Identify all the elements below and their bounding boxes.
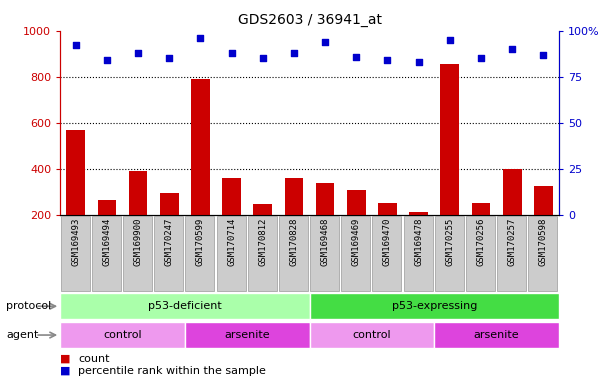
Text: GSM170256: GSM170256 <box>477 217 486 266</box>
Text: GSM170714: GSM170714 <box>227 217 236 266</box>
Text: GSM169469: GSM169469 <box>352 217 361 266</box>
Bar <box>248 216 277 291</box>
Bar <box>497 216 526 291</box>
Text: arsenite: arsenite <box>474 330 519 340</box>
Bar <box>528 216 557 291</box>
Text: agent: agent <box>6 330 38 340</box>
Bar <box>435 322 559 348</box>
Text: GSM169478: GSM169478 <box>414 217 423 266</box>
Text: count: count <box>78 354 109 364</box>
Text: GSM169493: GSM169493 <box>71 217 80 266</box>
Point <box>133 50 143 56</box>
Bar <box>404 216 433 291</box>
Bar <box>310 322 435 348</box>
Bar <box>154 216 183 291</box>
Text: GSM170598: GSM170598 <box>539 217 548 266</box>
Point <box>258 55 267 61</box>
Bar <box>472 203 490 215</box>
Bar <box>316 183 335 215</box>
Text: GSM169468: GSM169468 <box>320 217 329 266</box>
Bar <box>310 216 339 291</box>
Bar <box>341 216 370 291</box>
Point <box>227 50 236 56</box>
Bar <box>347 190 365 215</box>
Text: GSM170247: GSM170247 <box>165 217 174 266</box>
Bar <box>378 203 397 215</box>
Text: arsenite: arsenite <box>224 330 270 340</box>
Text: GSM170828: GSM170828 <box>290 217 299 266</box>
Bar <box>60 322 185 348</box>
Text: p53-expressing: p53-expressing <box>391 301 477 311</box>
Text: GSM170812: GSM170812 <box>258 217 267 266</box>
Bar <box>92 216 121 291</box>
Point <box>102 57 112 63</box>
Bar <box>186 216 215 291</box>
Point <box>538 51 548 58</box>
Text: GSM170599: GSM170599 <box>196 217 205 266</box>
Bar <box>435 216 464 291</box>
Text: GSM170257: GSM170257 <box>508 217 517 266</box>
Text: ■: ■ <box>60 366 70 376</box>
Bar <box>97 200 116 215</box>
Text: control: control <box>103 330 142 340</box>
Bar <box>279 216 308 291</box>
Bar <box>61 216 90 291</box>
Bar <box>373 216 401 291</box>
Bar <box>222 178 241 215</box>
Bar <box>310 293 559 319</box>
Bar <box>60 293 310 319</box>
Text: GSM169900: GSM169900 <box>133 217 142 266</box>
Text: percentile rank within the sample: percentile rank within the sample <box>78 366 266 376</box>
Bar <box>123 216 152 291</box>
Text: GSM170255: GSM170255 <box>445 217 454 266</box>
Point <box>414 59 424 65</box>
Bar <box>441 64 459 215</box>
Bar <box>503 169 522 215</box>
Point <box>71 42 81 48</box>
Bar <box>466 216 495 291</box>
Bar <box>191 79 210 215</box>
Text: p53-deficient: p53-deficient <box>148 301 222 311</box>
Point <box>195 35 205 41</box>
Text: GSM169470: GSM169470 <box>383 217 392 266</box>
Point <box>289 50 299 56</box>
Text: ■: ■ <box>60 354 70 364</box>
Title: GDS2603 / 36941_at: GDS2603 / 36941_at <box>237 13 382 27</box>
Bar <box>409 212 428 215</box>
Bar <box>160 193 178 215</box>
Text: control: control <box>353 330 391 340</box>
Bar <box>534 185 553 215</box>
Bar <box>254 204 272 215</box>
Bar <box>285 178 304 215</box>
Bar <box>216 216 246 291</box>
Text: GSM169494: GSM169494 <box>102 217 111 266</box>
Point <box>165 55 174 61</box>
Point <box>383 57 392 63</box>
Point <box>507 46 517 52</box>
Bar <box>129 171 147 215</box>
Point <box>445 37 454 43</box>
Bar <box>185 322 310 348</box>
Point <box>320 39 330 45</box>
Text: protocol: protocol <box>6 301 51 311</box>
Bar <box>66 130 85 215</box>
Point <box>352 53 361 60</box>
Point <box>476 55 486 61</box>
